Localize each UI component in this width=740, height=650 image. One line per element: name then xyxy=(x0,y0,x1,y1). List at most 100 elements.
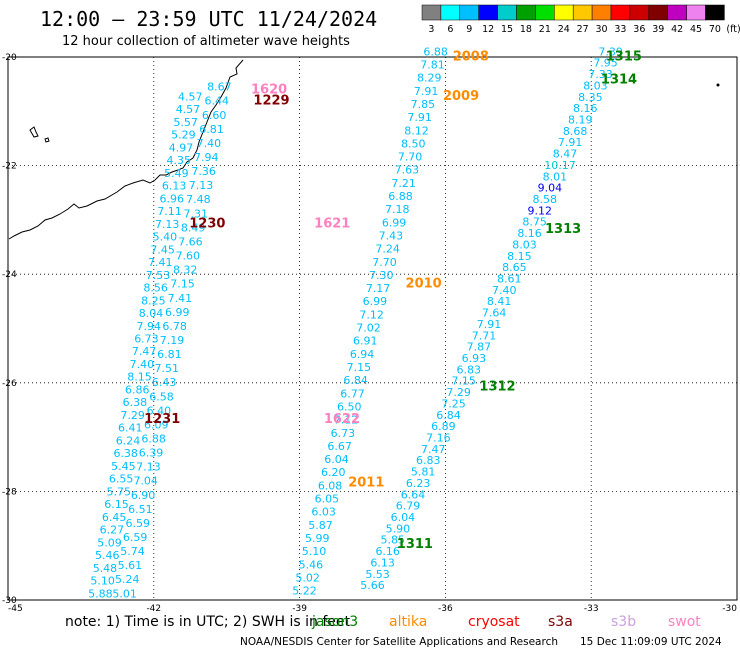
colorbar-label: 39 xyxy=(652,24,664,35)
swh-value: 8.41 xyxy=(487,295,512,308)
swh-value: 5.53 xyxy=(365,568,390,581)
swh-value: 5.46 xyxy=(299,558,324,571)
swh-value: 7.40 xyxy=(492,284,517,297)
swh-value: 7.91 xyxy=(477,318,502,331)
swh-value: 7.04 xyxy=(133,475,158,488)
swh-value: 6.60 xyxy=(202,109,227,122)
swh-value: 8.03 xyxy=(512,238,537,251)
swh-value: 6.88 xyxy=(423,45,448,58)
swh-value: 8.67 xyxy=(207,81,232,94)
swh-value: 8.61 xyxy=(497,273,522,286)
swh-value: 8.65 xyxy=(502,261,527,274)
colorbar-label: 24 xyxy=(558,24,570,35)
swh-value: 7.71 xyxy=(472,329,497,342)
swh-value: 8.19 xyxy=(568,114,593,127)
colorbar-label: 21 xyxy=(539,24,551,35)
map-subtitle: 12 hour collection of altimeter wave hei… xyxy=(62,34,350,49)
swh-value: 9.04 xyxy=(538,182,563,195)
swh-value: 6.51 xyxy=(128,503,153,516)
swh-value: 5.01 xyxy=(112,587,137,600)
swh-value: 7.91 xyxy=(414,85,439,98)
swh-value: 6.99 xyxy=(363,295,388,308)
swh-value: 8.04 xyxy=(139,307,164,320)
colorbar-unit: (ft) xyxy=(726,24,740,35)
swh-value: 7.31 xyxy=(183,207,208,220)
colorbar-label: 45 xyxy=(690,24,702,35)
colorbar-swatch xyxy=(459,4,479,21)
colorbar-swatch xyxy=(554,4,574,21)
swh-value: 7.60 xyxy=(176,250,201,263)
swh-value: 5.88 xyxy=(88,587,113,600)
coastline xyxy=(8,59,244,240)
swh-value: 8.12 xyxy=(404,124,429,137)
colorbar-label: 36 xyxy=(633,24,645,35)
swh-value: 7.70 xyxy=(372,256,397,269)
lon-tick-label: -39 xyxy=(292,604,307,614)
colorbar-swatch xyxy=(572,4,593,21)
swh-value: 7.12 xyxy=(334,414,359,427)
lat-tick-label: -20 xyxy=(2,53,17,63)
swh-value: 6.88 xyxy=(141,432,166,445)
swh-value: 6.73 xyxy=(134,332,159,345)
pass-label: 1621 xyxy=(314,217,350,232)
lon-tick-label: -45 xyxy=(8,604,23,614)
swh-value: 6.90 xyxy=(131,489,156,502)
swh-value: 6.64 xyxy=(401,488,426,501)
swh-value: 8.29 xyxy=(417,72,442,85)
swh-value: 8.58 xyxy=(533,193,558,206)
note-text: note: 1) Time is in UTC; 2) SWH is in fe… xyxy=(65,614,351,630)
swh-value: 7.30 xyxy=(369,269,394,282)
swh-value: 7.53 xyxy=(146,269,171,282)
swh-value: 6.99 xyxy=(382,216,407,229)
pass-label: 1622 xyxy=(324,412,360,427)
swh-value: 6.44 xyxy=(205,95,230,108)
swh-value: 5.10 xyxy=(302,545,327,558)
swh-value: 7.16 xyxy=(426,432,451,445)
pass-label: 1231 xyxy=(144,412,180,427)
swh-value: 7.85 xyxy=(411,98,436,111)
swh-value: 7.11 xyxy=(157,205,182,218)
swh-value: 7.81 xyxy=(420,59,445,72)
colorbar-label: 15 xyxy=(501,24,513,35)
pass-label: 2010 xyxy=(406,276,442,291)
swh-value: 4.57 xyxy=(178,90,203,103)
credit-text: NOAA/NESDIS Center for Satellite Applica… xyxy=(240,636,558,648)
swh-value: 7.41 xyxy=(148,256,173,269)
pass-label: 1620 xyxy=(251,82,287,97)
swh-value: 7.25 xyxy=(441,397,466,410)
swh-value: 6.83 xyxy=(416,454,441,467)
swh-value: 7.70 xyxy=(398,151,423,164)
colorbar-swatch xyxy=(516,4,536,21)
swh-value: 6.08 xyxy=(318,479,343,492)
swh-value: 6.78 xyxy=(162,320,187,333)
swh-value: 6.09 xyxy=(144,418,169,431)
swh-value: 8.15 xyxy=(507,250,532,263)
swh-value: 6.67 xyxy=(327,440,352,453)
swh-value: 4.57 xyxy=(176,103,201,116)
swh-value: 7.47 xyxy=(132,345,157,358)
swh-value: 5.10 xyxy=(90,575,115,588)
swh-value: 7.95 xyxy=(593,57,618,70)
plot-frame xyxy=(7,56,738,601)
swh-value: 7.15 xyxy=(347,361,372,374)
swh-value: 6.43 xyxy=(152,376,177,389)
swh-value: 5.02 xyxy=(295,571,320,584)
swh-value: 8.25 xyxy=(141,294,166,307)
colorbar-swatch xyxy=(610,4,631,21)
swh-value: 5.61 xyxy=(118,559,143,572)
swh-value: 6.55 xyxy=(109,473,134,486)
pass-labels: 2008 2009 2010 2011 1315 1314 1313 1312 1311 1620… xyxy=(144,49,642,552)
colorbar-label: 9 xyxy=(466,24,472,35)
colorbar-swatch xyxy=(440,4,461,21)
swh-value: 8.15 xyxy=(127,371,152,384)
swh-value: 6.39 xyxy=(139,447,164,460)
swh-value: 5.22 xyxy=(292,585,317,598)
swh-value: 5.48 xyxy=(93,562,118,575)
swh-value: 6.58 xyxy=(149,390,174,403)
swh-value: 9.12 xyxy=(527,204,552,217)
pass-label: 1313 xyxy=(545,222,581,237)
swh-value: 6.88 xyxy=(388,190,413,203)
colorbar-swatch xyxy=(667,4,687,21)
swh-value: 7.48 xyxy=(186,193,211,206)
swh-value: 6.59 xyxy=(126,517,151,530)
